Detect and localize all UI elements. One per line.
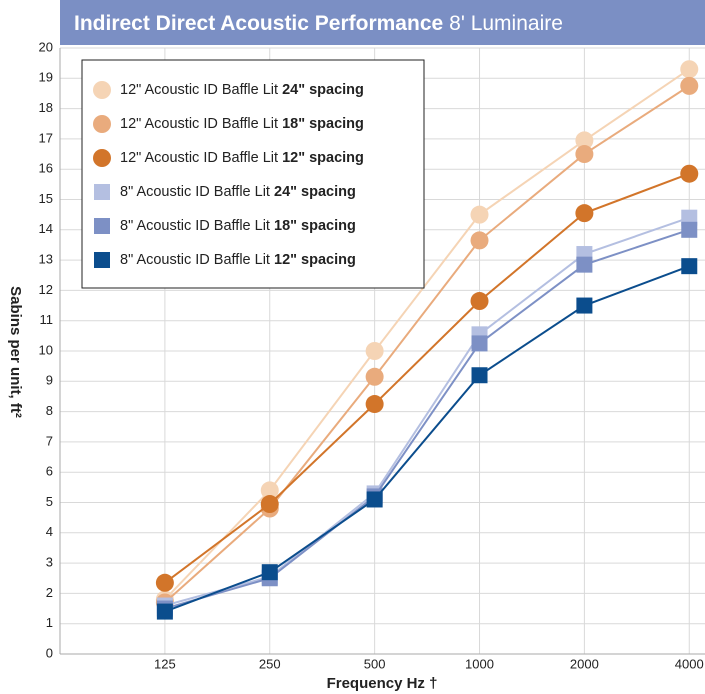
marker xyxy=(471,367,488,384)
y-tick-label: 0 xyxy=(46,645,53,660)
x-axis-label: Frequency Hz † xyxy=(327,675,438,692)
marker xyxy=(156,603,173,620)
marker xyxy=(471,335,488,352)
chart-subtitle: 8' Luminaire xyxy=(449,12,563,35)
series-line xyxy=(164,172,690,584)
y-tick-label: 20 xyxy=(39,39,53,54)
marker xyxy=(93,81,111,99)
legend-label: 8" Acoustic ID Baffle Lit 18" spacing xyxy=(120,218,356,234)
series-line xyxy=(164,228,690,610)
x-tick-label: 4000 xyxy=(675,656,704,671)
y-tick-label: 12 xyxy=(39,282,53,297)
marker xyxy=(365,342,384,360)
marker xyxy=(260,481,279,500)
y-tick-label: 10 xyxy=(39,342,53,357)
marker xyxy=(366,491,383,508)
y-tick-label: 5 xyxy=(46,494,53,509)
marker xyxy=(261,564,278,581)
marker xyxy=(93,115,111,133)
y-tick-label: 6 xyxy=(46,464,53,479)
y-tick-label: 1 xyxy=(46,615,53,630)
x-tick-label: 1000 xyxy=(465,656,494,671)
y-tick-label: 19 xyxy=(39,70,53,85)
y-axis-label: Sabins per unit, ft² xyxy=(7,286,24,418)
y-tick-label: 2 xyxy=(46,585,53,600)
legend-label: 12" Acoustic ID Baffle Lit 12" spacing xyxy=(120,150,364,166)
marker xyxy=(681,221,698,238)
y-tick-label: 18 xyxy=(39,100,53,115)
y-tick-label: 9 xyxy=(46,373,53,388)
legend-box xyxy=(81,59,425,289)
y-tick-label: 15 xyxy=(39,191,53,206)
marker xyxy=(93,149,111,167)
marker xyxy=(470,292,489,311)
marker xyxy=(680,164,699,183)
x-tick-label: 500 xyxy=(364,656,386,671)
marker xyxy=(94,218,110,234)
x-tick-label: 250 xyxy=(259,656,281,671)
series-line xyxy=(164,265,690,613)
marker xyxy=(680,60,699,79)
marker xyxy=(681,258,698,275)
marker xyxy=(681,209,698,226)
y-tick-label: 7 xyxy=(46,433,53,448)
x-tick-label: 2000 xyxy=(570,656,599,671)
legend-label: 8" Acoustic ID Baffle Lit 24" spacing xyxy=(120,184,356,200)
chart-title: Indirect Direct Acoustic Performance 8' L… xyxy=(74,12,563,35)
series-line xyxy=(164,68,690,601)
y-tick-label: 3 xyxy=(46,555,53,570)
y-tick-label: 17 xyxy=(39,130,53,145)
x-tick-label: 125 xyxy=(154,656,176,671)
marker xyxy=(365,367,384,386)
y-tick-label: 4 xyxy=(46,524,53,539)
marker xyxy=(575,131,594,150)
series-line xyxy=(164,216,690,607)
y-tick-label: 8 xyxy=(46,403,53,418)
marker xyxy=(155,573,174,592)
title-main: Indirect Direct Acoustic Performance xyxy=(74,12,443,35)
marker xyxy=(470,205,489,224)
marker xyxy=(575,145,594,164)
series-line xyxy=(164,85,690,604)
marker xyxy=(470,231,489,250)
legend-label: 12" Acoustic ID Baffle Lit 24" spacing xyxy=(120,82,364,98)
marker xyxy=(260,495,279,514)
y-tick-label: 16 xyxy=(39,161,53,176)
legend-label: 12" Acoustic ID Baffle Lit 18" spacing xyxy=(120,116,364,132)
marker xyxy=(680,76,699,95)
y-tick-label: 11 xyxy=(40,312,54,327)
marker xyxy=(365,395,384,414)
marker xyxy=(94,184,110,200)
title-banner xyxy=(60,0,705,45)
y-tick-label: 14 xyxy=(39,221,53,236)
marker xyxy=(576,297,593,314)
marker xyxy=(94,252,110,268)
y-tick-label: 13 xyxy=(39,252,53,267)
legend-label: 8" Acoustic ID Baffle Lit 12" spacing xyxy=(120,252,356,268)
marker xyxy=(576,256,593,273)
marker xyxy=(575,204,594,223)
legend: 12" Acoustic ID Baffle Lit 24" spacing 12… xyxy=(81,59,425,289)
